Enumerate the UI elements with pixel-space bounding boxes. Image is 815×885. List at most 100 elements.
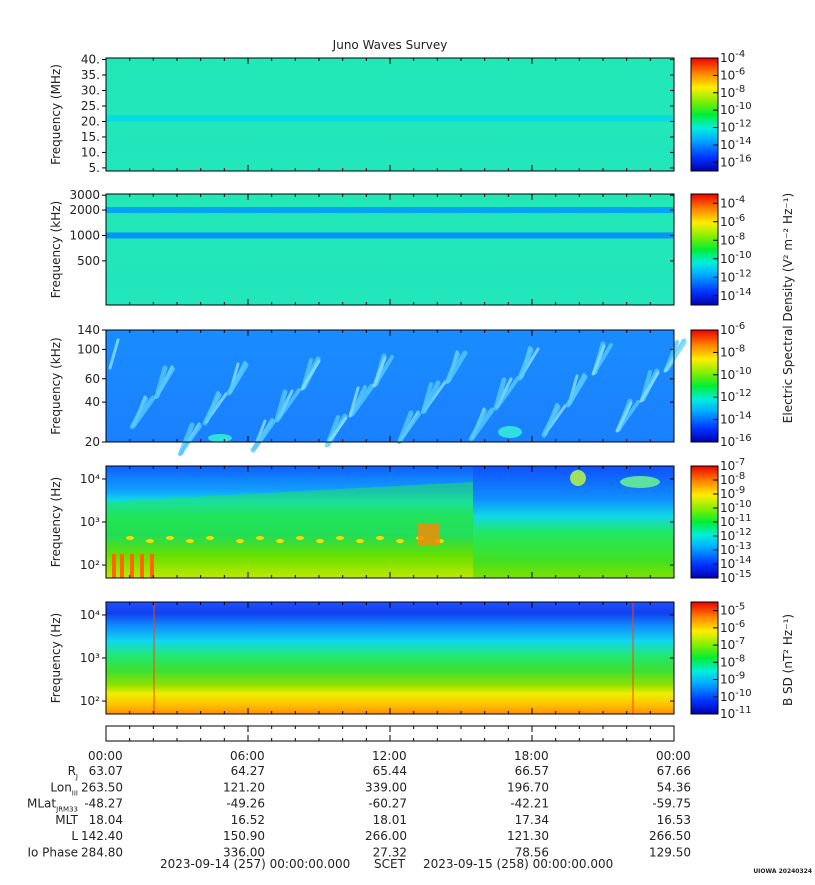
ephemeris-value: 339.00: [365, 780, 407, 794]
ephemeris-value: 150.90: [223, 829, 265, 843]
emission-band: [106, 115, 674, 122]
tick-exponent: -10: [735, 499, 751, 510]
y-axis-label: Frequency (MHz): [49, 64, 63, 165]
ephemeris-label-mlat: MLatJRM33: [27, 797, 78, 814]
colorbar-tick-label: 10-4: [720, 194, 745, 210]
emission-streak: [469, 409, 487, 441]
ephemeris-value: 266.50: [649, 829, 691, 843]
ephemeris-label-mlt: MLT: [55, 813, 78, 827]
tick-exponent: -13: [735, 541, 751, 552]
tick-base: 10: [720, 459, 735, 473]
tick-base: 10: [720, 673, 735, 687]
emission-streak: [372, 356, 387, 388]
time-tick-label: 18:00: [514, 749, 549, 763]
colorbar-scale: [690, 329, 719, 443]
low-freq-burst: [150, 554, 154, 578]
tick-base: 10: [720, 501, 735, 515]
tick-exponent: -8: [735, 84, 745, 95]
y-tick-label: 25.: [81, 99, 100, 113]
intense-spot: [418, 524, 440, 546]
colorbar-scale: [690, 193, 719, 306]
tick-exponent: -10: [735, 688, 751, 699]
time-tick-label: 00:00: [88, 749, 123, 763]
tick-exponent: -6: [735, 619, 745, 630]
tick-exponent: -7: [735, 636, 745, 647]
colorbar-tick-label: 10-12: [720, 268, 752, 284]
emission-streak: [274, 389, 288, 423]
colorbar-tick-label: 10-8: [720, 471, 745, 487]
tick-base: 10: [720, 655, 735, 669]
ephemeris-value: 64.27: [231, 764, 265, 778]
figure-title: Juno Waves Survey: [332, 38, 448, 52]
y-tick-label: 10.: [81, 145, 100, 159]
tick-exponent: -12: [735, 388, 751, 399]
footer-start-time: 2023-09-14 (257) 00:00:00.000: [160, 857, 350, 871]
colorbar-tick-label: 10-8: [720, 231, 745, 247]
colorbar-tick-label: 10-10: [720, 250, 752, 266]
y-tick-label: 60: [85, 372, 100, 386]
emission-streak: [250, 419, 276, 453]
tick-base: 10: [720, 557, 735, 571]
colorbar-tick-label: 10-10: [720, 688, 752, 704]
tick-exponent: -6: [735, 66, 745, 77]
tick-exponent: -7: [735, 457, 745, 468]
colorbar-tick-label: 10-4: [720, 49, 745, 65]
label-main: MLat: [27, 797, 56, 811]
tick-base: 10: [720, 529, 735, 543]
ephemeris-value: -48.27: [84, 797, 123, 811]
hiss-spot: [316, 539, 324, 543]
tick-base: 10: [720, 270, 735, 284]
ephemeris-label-RJ: RJ: [68, 764, 78, 781]
y-tick-label: 500: [77, 254, 100, 268]
tick-exponent: -8: [735, 653, 745, 664]
tick-exponent: -9: [735, 485, 745, 496]
tick-base: 10: [720, 86, 735, 100]
tick-exponent: -14: [735, 555, 751, 566]
chorus-band: [106, 482, 473, 538]
colorbar-tick-label: 10-5: [720, 602, 745, 618]
emission-streak: [517, 347, 534, 381]
tick-exponent: -12: [735, 527, 751, 538]
y-tick-label: 15.: [81, 130, 100, 144]
emission-streak: [324, 416, 348, 448]
tick-exponent: -8: [735, 343, 745, 354]
tick-exponent: -9: [735, 671, 745, 682]
hiss-spot: [126, 536, 134, 540]
emission-streak: [178, 424, 202, 456]
tick-base: 10: [720, 390, 735, 404]
tick-exponent: -12: [735, 119, 751, 130]
emission-streak: [565, 374, 588, 408]
ephemeris-value: 18.01: [373, 813, 407, 827]
tick-base: 10: [720, 103, 735, 117]
colorbar-tick-label: 10-8: [720, 84, 745, 100]
y-tick-label: 1000: [69, 228, 100, 242]
colorbar-tick-label: 10-13: [720, 541, 752, 557]
colorbar-tick-label: 10-10: [720, 366, 752, 382]
ephemeris-value: 336.00: [223, 846, 265, 860]
tick-exponent: -14: [735, 287, 751, 298]
tick-exponent: -11: [735, 705, 751, 716]
tick-base: 10: [720, 51, 735, 65]
panels: 40.35. 30.25.20. 15.10. 5. Frequency (MHz) 10…: [49, 49, 752, 721]
tick-base: 10: [720, 196, 735, 210]
y-tick-label: 3000: [69, 188, 100, 202]
hiss-spot: [166, 536, 174, 540]
tick-exponent: -6: [735, 321, 745, 332]
low-freq-burst: [130, 554, 134, 578]
emission-streak: [397, 412, 421, 444]
ephemeris-label-L: L: [71, 829, 78, 843]
tick-exponent: -12: [735, 268, 751, 279]
colorbar-tick-label: 10-7: [720, 636, 745, 652]
emission-streak: [541, 404, 561, 438]
ephemeris-value: 54.36: [657, 780, 691, 794]
y-tick-label: 5.: [89, 161, 100, 175]
tick-exponent: -11: [735, 513, 751, 524]
ephemeris-value: 67.66: [657, 764, 691, 778]
y-tick-label: 40.: [81, 53, 100, 67]
